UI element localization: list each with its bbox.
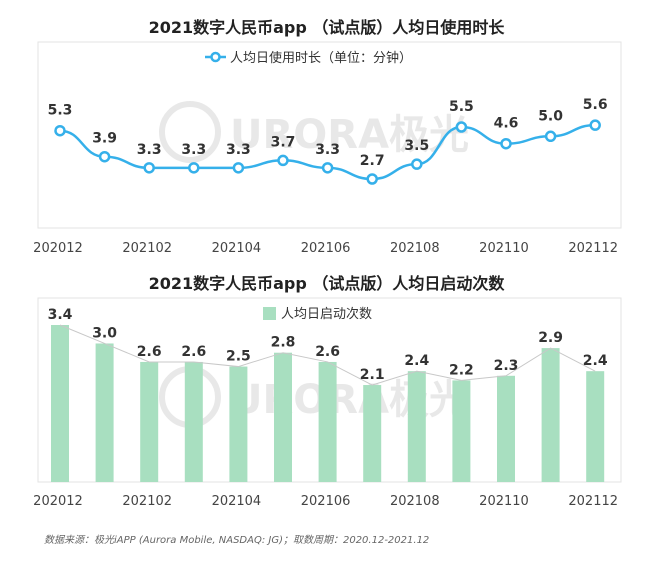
data-point-202112 [589, 119, 601, 131]
legend-marker-usage-time [210, 51, 221, 63]
watermark-text: URORA极光 [230, 377, 469, 423]
data-point-202101 [98, 150, 111, 163]
data-label-202106: 3.3 [315, 142, 340, 158]
x-tick-label-launch-count-202110: 202110 [479, 494, 529, 509]
data-label-202105: 3.7 [271, 134, 296, 150]
data-point-202105 [277, 154, 289, 167]
bar-label-202110: 2.3 [494, 358, 519, 374]
bar-label-202111: 2.9 [538, 330, 563, 346]
bar-202112 [586, 371, 605, 482]
legend-label-launch-count: 人均日启动次数 [281, 306, 372, 322]
x-tick-label-usage-time-202104: 202104 [212, 241, 262, 256]
data-label-202109: 5.5 [449, 99, 474, 115]
bar-202108 [407, 371, 426, 482]
x-tick-label-usage-time-202102: 202102 [122, 241, 172, 256]
bar-label-202105: 2.8 [271, 335, 296, 351]
data-point-202109 [455, 121, 468, 133]
bar-label-202109: 2.2 [449, 362, 474, 378]
bar-202111 [541, 348, 560, 482]
data-point-202111 [544, 130, 557, 143]
bar-202012 [51, 325, 69, 482]
x-tick-label-usage-time-202110: 202110 [479, 241, 529, 256]
data-point-202108 [411, 158, 423, 170]
x-tick-label-usage-time-202108: 202108 [390, 241, 440, 256]
bar-label-202104: 2.5 [226, 349, 251, 365]
data-label-202104: 3.3 [226, 142, 251, 158]
bar-202103 [184, 361, 203, 482]
data-label-202111: 5.0 [538, 108, 563, 124]
data-label-202101: 3.9 [92, 131, 117, 147]
bar-202104 [229, 366, 248, 482]
x-tick-label-launch-count-202102: 202102 [122, 494, 172, 509]
legend-label-usage-time: 人均日使用时长（单位：分钟） [230, 50, 412, 66]
data-label-202107: 2.7 [360, 153, 385, 169]
chart-title-usage-time: 2021数字人民币app （试点版）人均日使用时长 [148, 18, 505, 37]
x-tick-label-launch-count-202112: 202112 [568, 494, 618, 509]
plot-frame-usage-time [37, 41, 622, 229]
watermark-text: URORA极光 [230, 112, 469, 158]
x-tick-label-usage-time-202012: 202012 [33, 241, 83, 256]
x-tick-label-launch-count-202108: 202108 [390, 494, 440, 509]
data-point-202012 [54, 124, 66, 137]
trend-line-launch-count [59, 324, 596, 386]
bar-202102 [140, 361, 159, 482]
bar-202101 [95, 343, 114, 482]
data-label-202103: 3.3 [181, 142, 206, 158]
data-point-202107 [366, 173, 378, 185]
bar-label-202012: 3.4 [48, 307, 73, 323]
bar-label-202101: 3.0 [92, 325, 117, 341]
bar-202105 [274, 352, 292, 482]
bar-202107 [363, 385, 382, 482]
data-point-202110 [500, 137, 512, 150]
watermark-logo-icon [159, 101, 221, 163]
bar-label-202103: 2.6 [181, 344, 206, 360]
x-tick-label-launch-count-202104: 202104 [212, 494, 262, 509]
watermark-usage-time: URORA极光 [159, 101, 469, 163]
data-label-202102: 3.3 [137, 142, 162, 158]
legend-swatch-launch-count [263, 307, 276, 320]
bar-label-202106: 2.6 [315, 344, 340, 360]
data-label-202110: 4.6 [494, 116, 519, 132]
bar-label-202112: 2.4 [583, 353, 608, 369]
chart-title-launch-count: 2021数字人民币app （试点版）人均日启动次数 [148, 274, 505, 293]
data-label-202012: 5.3 [48, 103, 73, 119]
data-point-202103 [188, 162, 200, 174]
x-tick-label-launch-count-202106: 202106 [301, 494, 351, 509]
bar-label-202107: 2.1 [360, 367, 385, 383]
data-point-202106 [321, 162, 334, 174]
x-tick-label-usage-time-202112: 202112 [568, 241, 618, 256]
bar-label-202102: 2.6 [137, 344, 162, 360]
data-label-202112: 5.6 [583, 97, 608, 113]
bar-label-202108: 2.4 [404, 353, 429, 369]
bar-202109 [452, 380, 471, 482]
bar-202106 [318, 361, 337, 482]
bar-202110 [497, 375, 515, 482]
source-note: 数据来源：极光iAPP (Aurora Mobile, NASDAQ: JG)；… [44, 535, 430, 546]
data-label-202108: 3.5 [404, 138, 429, 154]
data-point-202102 [143, 162, 155, 174]
x-tick-label-usage-time-202106: 202106 [301, 241, 351, 256]
x-tick-label-launch-count-202012: 202012 [33, 494, 83, 509]
data-point-202104 [232, 162, 245, 174]
